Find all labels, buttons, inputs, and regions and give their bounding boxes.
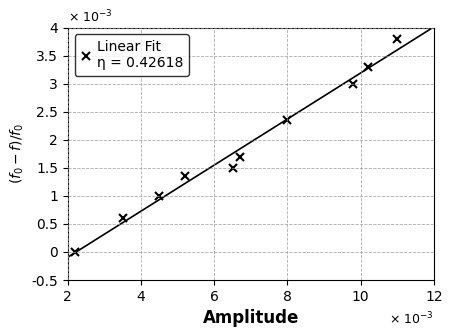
Text: $\times\ 10^{-3}$: $\times\ 10^{-3}$: [68, 8, 113, 25]
Text: $\times\ 10^{-3}$: $\times\ 10^{-3}$: [389, 310, 434, 327]
Y-axis label: $( f_0 - f ) / f_0$: $( f_0 - f ) / f_0$: [8, 123, 26, 184]
Legend: Linear Fit
η = 0.42618: Linear Fit η = 0.42618: [75, 35, 189, 76]
X-axis label: Amplitude: Amplitude: [202, 309, 299, 327]
